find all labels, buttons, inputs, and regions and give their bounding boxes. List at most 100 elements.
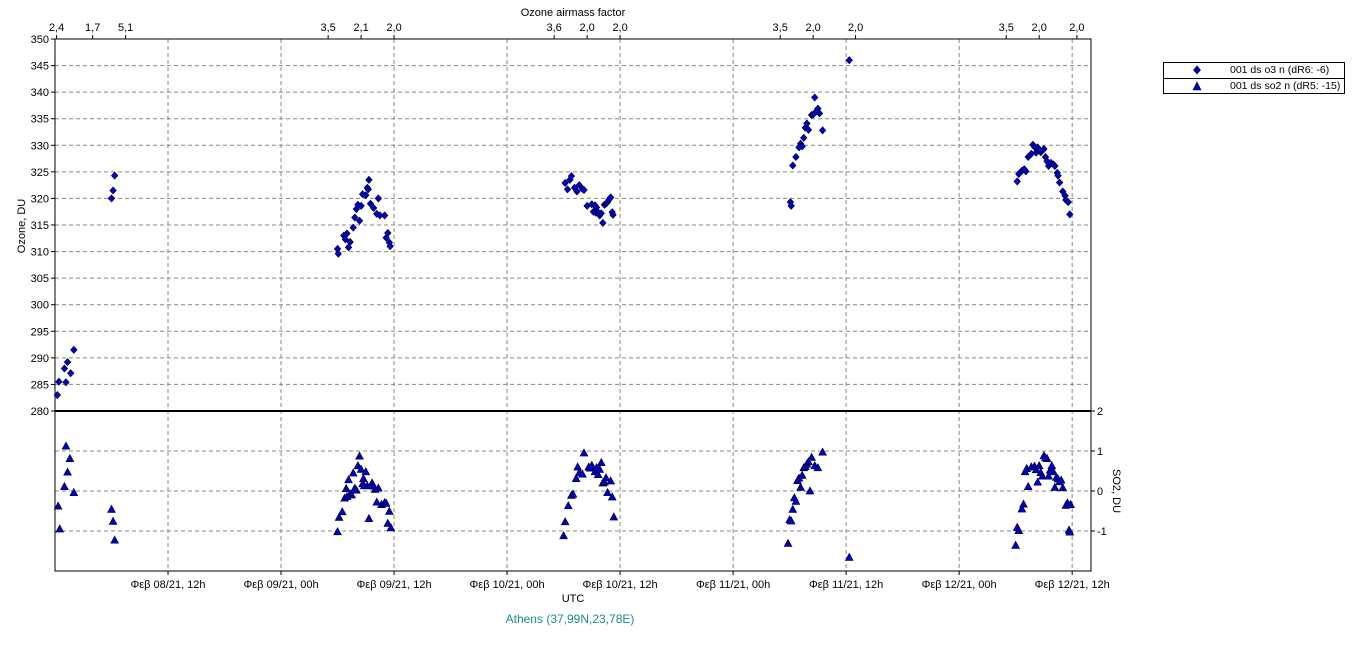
so2-point [804, 457, 813, 466]
so2-point [356, 464, 366, 473]
so2-point [383, 518, 393, 527]
so2-point [791, 496, 801, 505]
ozone-point [1055, 178, 1064, 187]
top-tick-label: 2,0 [806, 22, 821, 34]
ozone-point [341, 235, 350, 244]
diamond-icon [1193, 65, 1201, 75]
ozone-tick-label: 335 [31, 114, 49, 126]
so2-point [1042, 453, 1052, 462]
so2-point [603, 487, 612, 496]
x-tick-label: Φεβ 08/21, 12h [130, 579, 205, 591]
ozone-point [787, 201, 795, 210]
top-tick-label: 2,0 [1032, 22, 1047, 34]
so2-point [601, 473, 611, 482]
ozone-point [343, 229, 351, 238]
ozone-tick-label: 315 [31, 220, 49, 232]
so2-tick-label: -1 [1097, 526, 1107, 538]
so2-point [609, 512, 619, 521]
so2-y-axis-ticks: -1 0 1 2 [1091, 406, 1107, 538]
ozone-tick-label: 345 [31, 61, 49, 73]
so2-point [386, 523, 396, 532]
ozone-point [355, 216, 364, 225]
so2-point [559, 531, 568, 540]
ozone-point [380, 211, 389, 220]
location-label: Athens (37,99N,23,78E) [506, 612, 635, 626]
top-tick-label: 3,5 [320, 22, 335, 34]
top-tick-label: 3,5 [999, 22, 1014, 34]
ozone-point [1033, 143, 1042, 152]
legend-label-ozone: 001 ds o3 n (dR6: -6) [1230, 64, 1330, 76]
so2-point [55, 524, 65, 533]
x-tick-label: Φεβ 10/21, 12h [583, 579, 658, 591]
ozone-point [364, 185, 372, 194]
ozone-point [369, 203, 378, 213]
ozone-tick-label: 310 [31, 247, 49, 259]
so2-point [1014, 525, 1024, 534]
so2-tick-label: 0 [1097, 486, 1103, 498]
ozone-point [386, 242, 394, 251]
legend-item-ozone: 001 ds o3 n (dR6: -6) [1164, 63, 1344, 79]
ozone-point [1054, 171, 1062, 180]
so2-point [818, 447, 827, 456]
so2-tick-label: 1 [1097, 446, 1103, 458]
so2-point [1065, 527, 1075, 536]
ozone-point [107, 194, 116, 203]
x-tick-label: Φεβ 10/21, 00h [470, 579, 545, 591]
ozone-point [800, 133, 808, 142]
ozone-point [374, 194, 383, 203]
so2-point [355, 451, 364, 460]
so2-point [607, 492, 617, 501]
ozone-tick-label: 325 [31, 167, 49, 179]
so2-point [1017, 504, 1027, 513]
top-tick-label: 2,4 [49, 22, 64, 34]
so2-point [788, 504, 798, 513]
ozone-point [573, 187, 581, 196]
so2-point [107, 504, 116, 513]
so2-point [797, 470, 807, 479]
ozone-tick-label: 300 [31, 300, 49, 312]
so2-point [60, 481, 69, 490]
ozone-series [53, 56, 1074, 400]
so2-point [593, 469, 603, 478]
ozone-point [366, 199, 375, 208]
ozone-point [346, 237, 354, 247]
top-axis-ticks: 2,4 1,7 5,1 3,5 2,1 2,0 3,6 2,0 2,0 3,5 2,0 2,0 3,5 2… [49, 22, 1085, 39]
ozone-y-axis-ticks: 280 285 290 295 300 305 310 315 320 325 330 335 340 3… [31, 34, 55, 418]
ozone-tick-label: 350 [31, 34, 49, 46]
so2-point [53, 501, 63, 510]
so2-point [69, 487, 79, 496]
ozone-point [362, 191, 370, 200]
ozone-point [798, 142, 806, 151]
ozone-tick-label: 285 [31, 379, 49, 391]
so2-point [1037, 471, 1047, 480]
top-axis-title: Ozone airmass factor [521, 7, 626, 19]
ozone-point [609, 210, 617, 219]
x-tick-label: Φεβ 11/21, 00h [696, 579, 770, 591]
ozone-point [1051, 161, 1059, 171]
ozone-point [1013, 177, 1021, 186]
ozone-point [815, 109, 824, 118]
so2-point [844, 552, 854, 561]
so2-point [807, 452, 816, 461]
x-tick-label: Φεβ 12/21, 12h [1035, 579, 1110, 591]
so2-point [805, 486, 815, 495]
so2-point [1044, 471, 1054, 480]
so2-point [61, 441, 71, 450]
triangle-icon [1192, 81, 1202, 91]
ozone-tick-label: 330 [31, 140, 49, 152]
so2-point [813, 463, 823, 472]
x-tick-label: Φεβ 09/21, 00h [244, 579, 319, 591]
so2-point [796, 482, 805, 491]
ozone-point [599, 218, 607, 227]
ozone-tick-label: 340 [31, 87, 49, 99]
so2-point [587, 460, 597, 469]
top-tick-label: 2,0 [612, 22, 627, 34]
ozone-point [606, 193, 615, 202]
top-tick-label: 2,0 [386, 22, 401, 34]
x-axis-ticks: Φεβ 08/21, 12h Φεβ 09/21, 00h Φεβ 09/21, 1… [130, 571, 1110, 591]
so2-point [347, 490, 357, 499]
ozone-point [349, 223, 357, 232]
so2-point [348, 468, 358, 477]
so2-point [1023, 481, 1033, 490]
